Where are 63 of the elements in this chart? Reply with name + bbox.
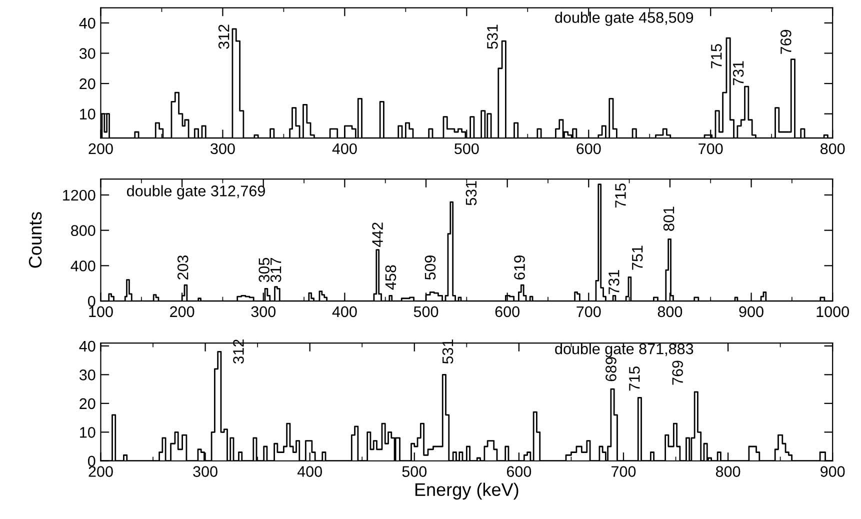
annotation: 715	[615, 183, 626, 208]
y-tick-label: 30	[79, 370, 96, 380]
annotation: 317	[270, 258, 282, 282]
x-tick-label: 400	[297, 466, 322, 477]
y-tick-label: 0	[88, 296, 96, 307]
annotation: 619	[514, 256, 525, 280]
x-tick-label: 800	[820, 143, 845, 154]
x-tick-label: 700	[576, 306, 601, 318]
x-tick-label: 300	[251, 306, 276, 318]
annotation: 305	[258, 258, 270, 282]
x-tick-label: 600	[506, 466, 532, 477]
annotation: 801	[663, 206, 674, 231]
annotation: 715	[711, 44, 722, 68]
annotation: 531	[487, 24, 498, 49]
annotation: 769	[780, 30, 792, 54]
annotation: 509	[424, 256, 436, 280]
x-tick-label: 700	[612, 466, 636, 477]
chart-title: double gate 312,769	[126, 185, 265, 200]
x-axis-title: Energy (keV)	[415, 482, 518, 500]
annotation: 689	[606, 357, 616, 382]
x-tick-label: 600	[495, 306, 520, 318]
y-tick-label: 400	[70, 260, 96, 272]
x-tick-label: 200	[170, 306, 194, 318]
y-tick-label: 1200	[63, 190, 96, 201]
x-tick-label: 1000	[816, 306, 849, 318]
x-tick-label: 500	[454, 143, 479, 154]
x-tick-label: 200	[88, 143, 113, 154]
x-tick-label: 700	[698, 143, 723, 154]
y-tick-label: 800	[71, 225, 96, 236]
x-tick-label: 100	[89, 306, 113, 318]
x-tick-label: 400	[332, 306, 357, 318]
annotation: 458	[385, 265, 396, 290]
x-tick-label: 800	[658, 306, 682, 318]
x-tick-label: 900	[739, 306, 764, 318]
y-tick-label: 20	[80, 78, 96, 90]
x-tick-label: 800	[716, 466, 740, 477]
y-axis-title: Counts	[28, 212, 42, 268]
y-tick-label: 10	[80, 108, 96, 120]
y-tick-label: 20	[80, 398, 96, 410]
y-tick-label: 0	[88, 456, 96, 467]
x-tick-label: 400	[332, 143, 357, 154]
x-tick-label: 300	[193, 466, 218, 477]
annotation: 312	[233, 340, 244, 364]
annotation: 731	[608, 270, 620, 294]
x-tick-label: 200	[88, 466, 113, 477]
y-tick-label: 40	[79, 340, 96, 352]
chart-title: double gate 458,509	[555, 12, 694, 26]
annotation: 442	[372, 222, 383, 248]
x-tick-label: 500	[402, 466, 427, 477]
annotation: 769	[672, 360, 683, 385]
annotation: 715	[629, 366, 640, 391]
annotation: 312	[218, 24, 230, 49]
annotation: 731	[732, 61, 744, 86]
annotation: 531	[466, 181, 477, 206]
y-tick-label: 30	[79, 48, 96, 59]
x-tick-label: 600	[576, 143, 601, 154]
x-tick-label: 900	[820, 466, 845, 477]
y-tick-label: 40	[79, 18, 96, 29]
x-tick-label: 300	[210, 143, 235, 154]
annotation: 751	[632, 246, 643, 270]
x-tick-label: 500	[414, 306, 438, 318]
annotation: 203	[177, 255, 188, 280]
y-tick-label: 10	[80, 427, 96, 438]
